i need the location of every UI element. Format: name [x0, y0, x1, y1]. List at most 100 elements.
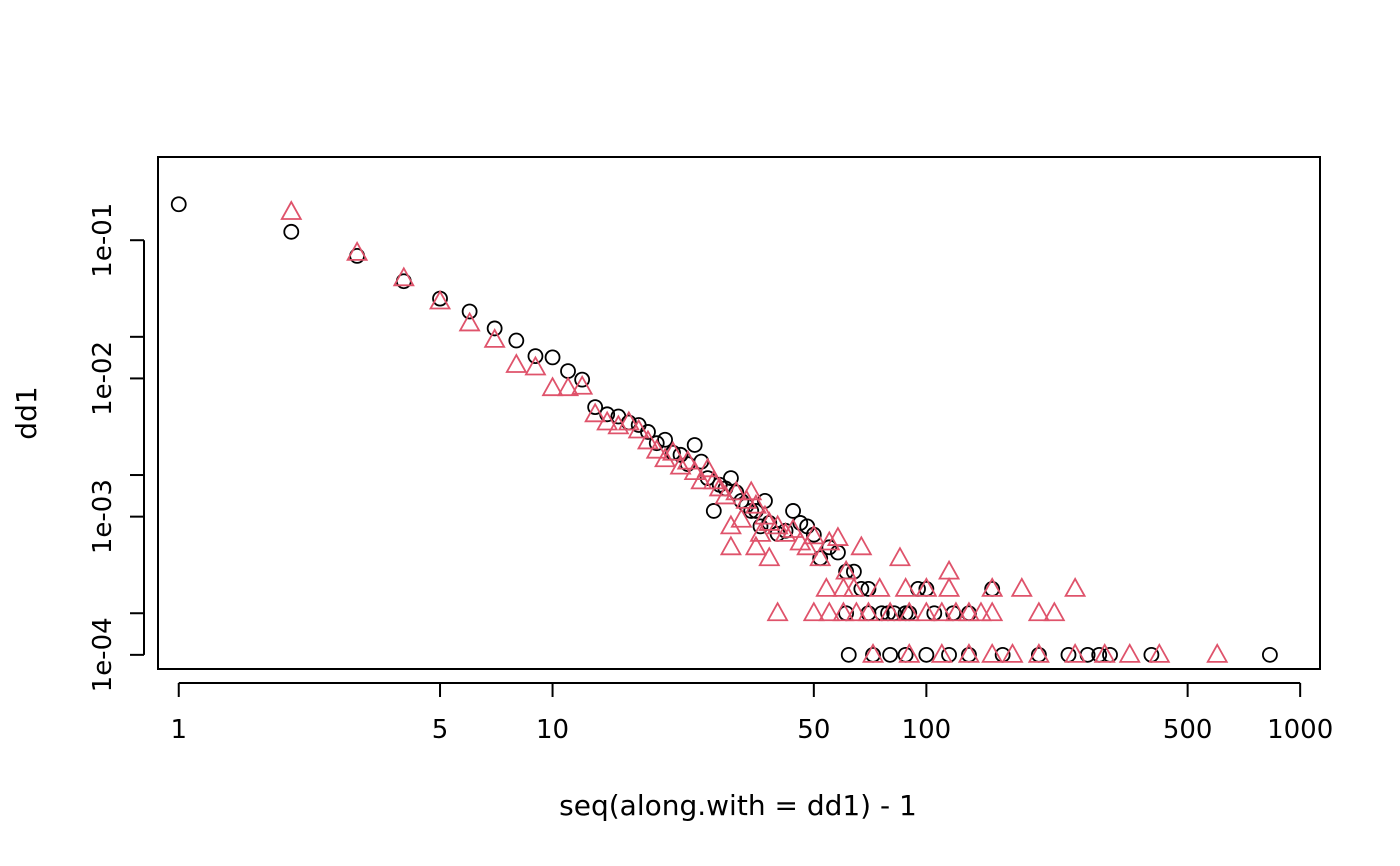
data-point-circle	[1262, 646, 1278, 663]
y-tick-label: 1e-01	[88, 203, 118, 278]
x-tick-label: 5	[432, 715, 449, 745]
data-point-circle	[657, 431, 673, 448]
data-point-circle	[882, 646, 899, 663]
data-point-triangle	[346, 241, 369, 261]
x-tick-label: 100	[902, 715, 952, 745]
data-point-circle	[785, 503, 801, 519]
data-point-triangle	[850, 535, 873, 556]
data-point-triangle	[888, 546, 912, 567]
data-point-triangle	[832, 601, 855, 622]
data-point-triangle	[627, 418, 650, 439]
x-tick-label: 500	[1163, 715, 1213, 745]
y-tick-label: 1e-02	[88, 341, 118, 416]
data-point-triangle	[766, 601, 789, 622]
data-point-circle	[699, 470, 716, 487]
data-point-triangle	[584, 402, 607, 423]
data-point-triangle	[428, 289, 452, 310]
data-point-triangle	[802, 524, 825, 545]
plot-frame	[157, 156, 1321, 670]
data-point-triangle	[818, 530, 841, 551]
data-point-circle	[840, 646, 857, 663]
data-point-triangle	[938, 559, 961, 580]
data-point-triangle	[483, 328, 506, 348]
x-tick-label: 1	[170, 715, 187, 745]
data-point-triangle	[835, 559, 858, 580]
data-point-triangle	[894, 577, 917, 597]
data-point-triangle	[861, 643, 885, 663]
data-point-circle	[544, 349, 561, 366]
data-point-triangle	[826, 526, 849, 546]
data-point-triangle	[280, 200, 303, 220]
y-tick-label: 1e-03	[88, 479, 118, 554]
data-point-triangle	[696, 457, 719, 478]
data-point-triangle	[766, 514, 789, 535]
data-point-triangle	[930, 643, 953, 663]
data-point-triangle	[782, 518, 805, 538]
data-point-triangle	[458, 311, 481, 332]
data-point-circle	[461, 303, 478, 320]
data-point-circle	[640, 424, 656, 440]
data-point-triangle	[505, 353, 528, 373]
data-point-circle	[686, 437, 703, 453]
data-point-triangle	[571, 374, 594, 395]
data-point-triangle	[654, 447, 677, 468]
data-point-circle	[527, 348, 544, 365]
data-point-triangle	[645, 438, 668, 459]
data-point-triangle	[730, 507, 753, 528]
data-point-circle	[587, 399, 604, 416]
data-point-circle	[170, 196, 187, 213]
data-point-circle	[705, 503, 722, 519]
x-axis: 1 5 10 50 100 500 1000	[170, 682, 1333, 745]
data-point-triangle	[556, 376, 580, 397]
data-point-triangle	[1043, 601, 1066, 622]
data-point-triangle	[981, 601, 1004, 622]
data-point-triangle	[661, 440, 685, 461]
data-point-circle	[486, 320, 503, 337]
x-axis-title: seq(along.with = dd1) - 1	[559, 789, 917, 822]
data-point-triangle	[796, 535, 819, 556]
data-point-triangle	[690, 469, 713, 490]
data-point-triangle	[898, 643, 921, 663]
data-point-triangle	[774, 522, 797, 542]
data-point-triangle	[744, 493, 767, 514]
data-point-triangle	[845, 601, 868, 622]
data-point-triangle	[915, 601, 938, 622]
data-point-triangle	[541, 376, 564, 397]
data-point-circle	[860, 581, 877, 597]
data-point-triangle	[957, 601, 980, 622]
data-point-triangle	[879, 601, 902, 622]
data-point-circle	[574, 371, 591, 388]
data-point-triangle	[617, 410, 640, 431]
data-point-triangle	[676, 449, 699, 470]
data-point-triangle	[758, 546, 781, 567]
data-point-triangle	[683, 460, 706, 481]
data-point-circle	[508, 332, 525, 349]
data-point-triangle	[740, 480, 763, 501]
y-axis: 1e-04 1e-03 1e-02 1e-01	[88, 203, 145, 692]
data-point-triangle	[981, 577, 1004, 597]
data-point-triangle	[969, 601, 993, 622]
data-marks	[170, 196, 1278, 663]
data-point-circle	[648, 435, 665, 452]
x-tick-label: 10	[536, 715, 569, 745]
data-point-circle	[723, 470, 739, 487]
x-tick-label: 50	[797, 715, 830, 745]
data-point-triangle	[1064, 577, 1087, 597]
data-point-triangle	[744, 535, 767, 556]
data-point-triangle	[1118, 643, 1141, 663]
x-tick-label: 1000	[1267, 715, 1333, 745]
data-point-triangle	[815, 577, 838, 597]
data-point-triangle	[930, 601, 953, 622]
data-point-triangle	[857, 601, 880, 622]
data-point-triangle	[818, 601, 841, 622]
data-point-circle	[918, 646, 935, 663]
data-point-triangle	[1064, 643, 1087, 663]
data-point-triangle	[607, 414, 630, 435]
data-point-triangle	[1027, 601, 1050, 622]
data-point-triangle	[898, 601, 921, 622]
data-point-triangle	[1206, 643, 1229, 663]
data-point-triangle	[1148, 643, 1171, 663]
